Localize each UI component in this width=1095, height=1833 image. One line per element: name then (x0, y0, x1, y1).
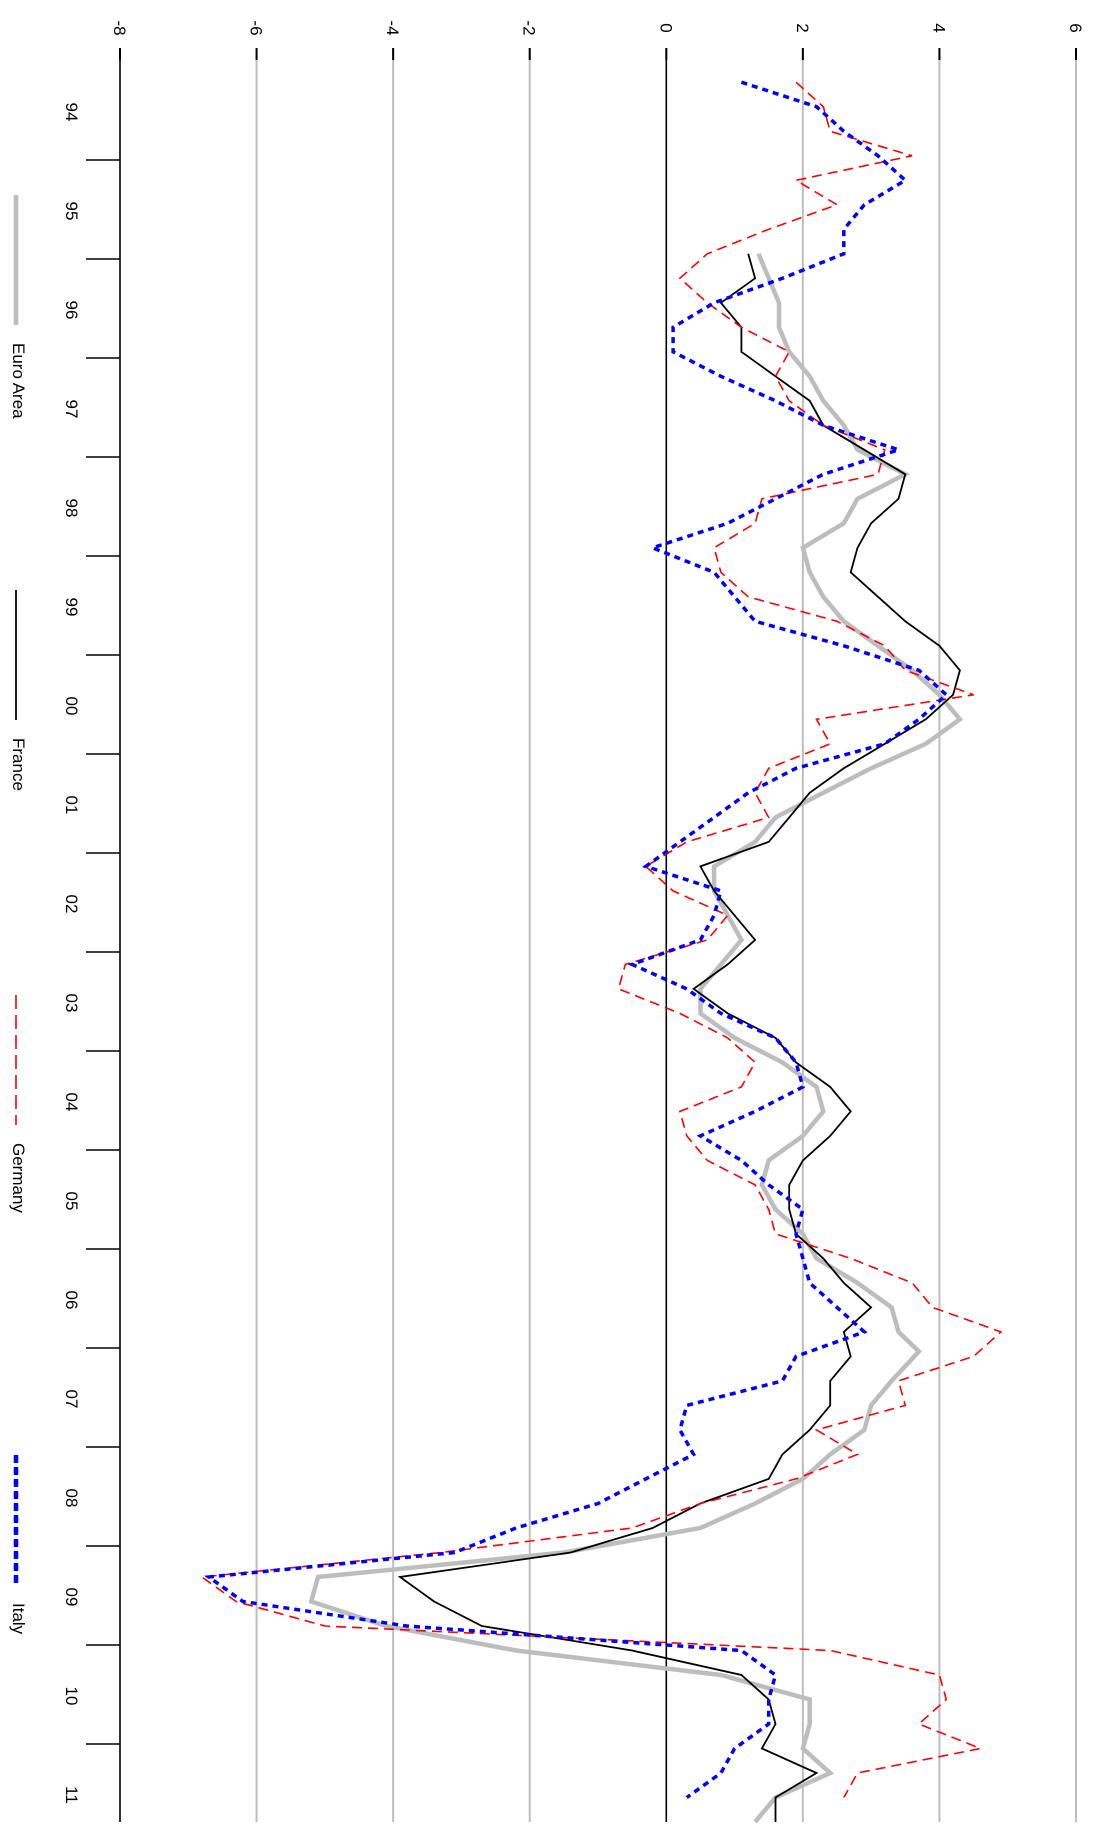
x-tick-label: 00 (62, 697, 81, 716)
series-line-euro-area (308, 252, 964, 1824)
y-tick-label: -4 (383, 20, 402, 35)
x-tick-label: 95 (62, 202, 81, 221)
x-tick-label: 04 (62, 1093, 81, 1112)
x-tick-label: 07 (62, 1390, 81, 1409)
gridlines (255, 48, 1077, 1822)
x-tick-label: 05 (62, 1192, 81, 1211)
x-tick-label: 94 (62, 103, 81, 122)
y-tick-label: 4 (929, 23, 948, 32)
x-tick-label: 09 (62, 1588, 81, 1607)
series-line-germany (199, 81, 1003, 1798)
legend-label: Germany (9, 1143, 28, 1213)
x-tick-label: 99 (62, 598, 81, 617)
x-tick-label: 03 (62, 994, 81, 1013)
legend: Euro Area France Germany Italy (9, 195, 28, 1635)
y-tick-label: 0 (656, 23, 675, 32)
legend-label: France (9, 738, 28, 791)
y-tick-label: 2 (793, 23, 812, 32)
legend-label: Italy (9, 1603, 28, 1635)
series-line-france (397, 253, 961, 1822)
series-lines (199, 80, 1003, 1824)
x-tick-label: 10 (62, 1687, 81, 1706)
x-tick-label: 08 (62, 1489, 81, 1508)
x-tick-label: 02 (62, 895, 81, 914)
y-tick-label: 6 (1066, 23, 1085, 32)
y-tick-label: -8 (110, 20, 129, 35)
x-tick-label: 06 (62, 1291, 81, 1310)
x-tick-label: 11 (62, 1786, 81, 1804)
x-tick-label: 96 (62, 301, 81, 320)
y-tick-label: -2 (520, 20, 539, 35)
x-tick-label: 98 (62, 499, 81, 518)
legend-label: Euro Area (9, 343, 28, 419)
x-tick-label: 97 (62, 400, 81, 419)
axes: -8 -6 -4 -2 0 2 4 69495969798990001020304050607… (62, 20, 1085, 1822)
x-tick-label: 01 (62, 796, 81, 815)
y-tick-label: -6 (247, 20, 266, 35)
series-line-italy (204, 80, 949, 1799)
